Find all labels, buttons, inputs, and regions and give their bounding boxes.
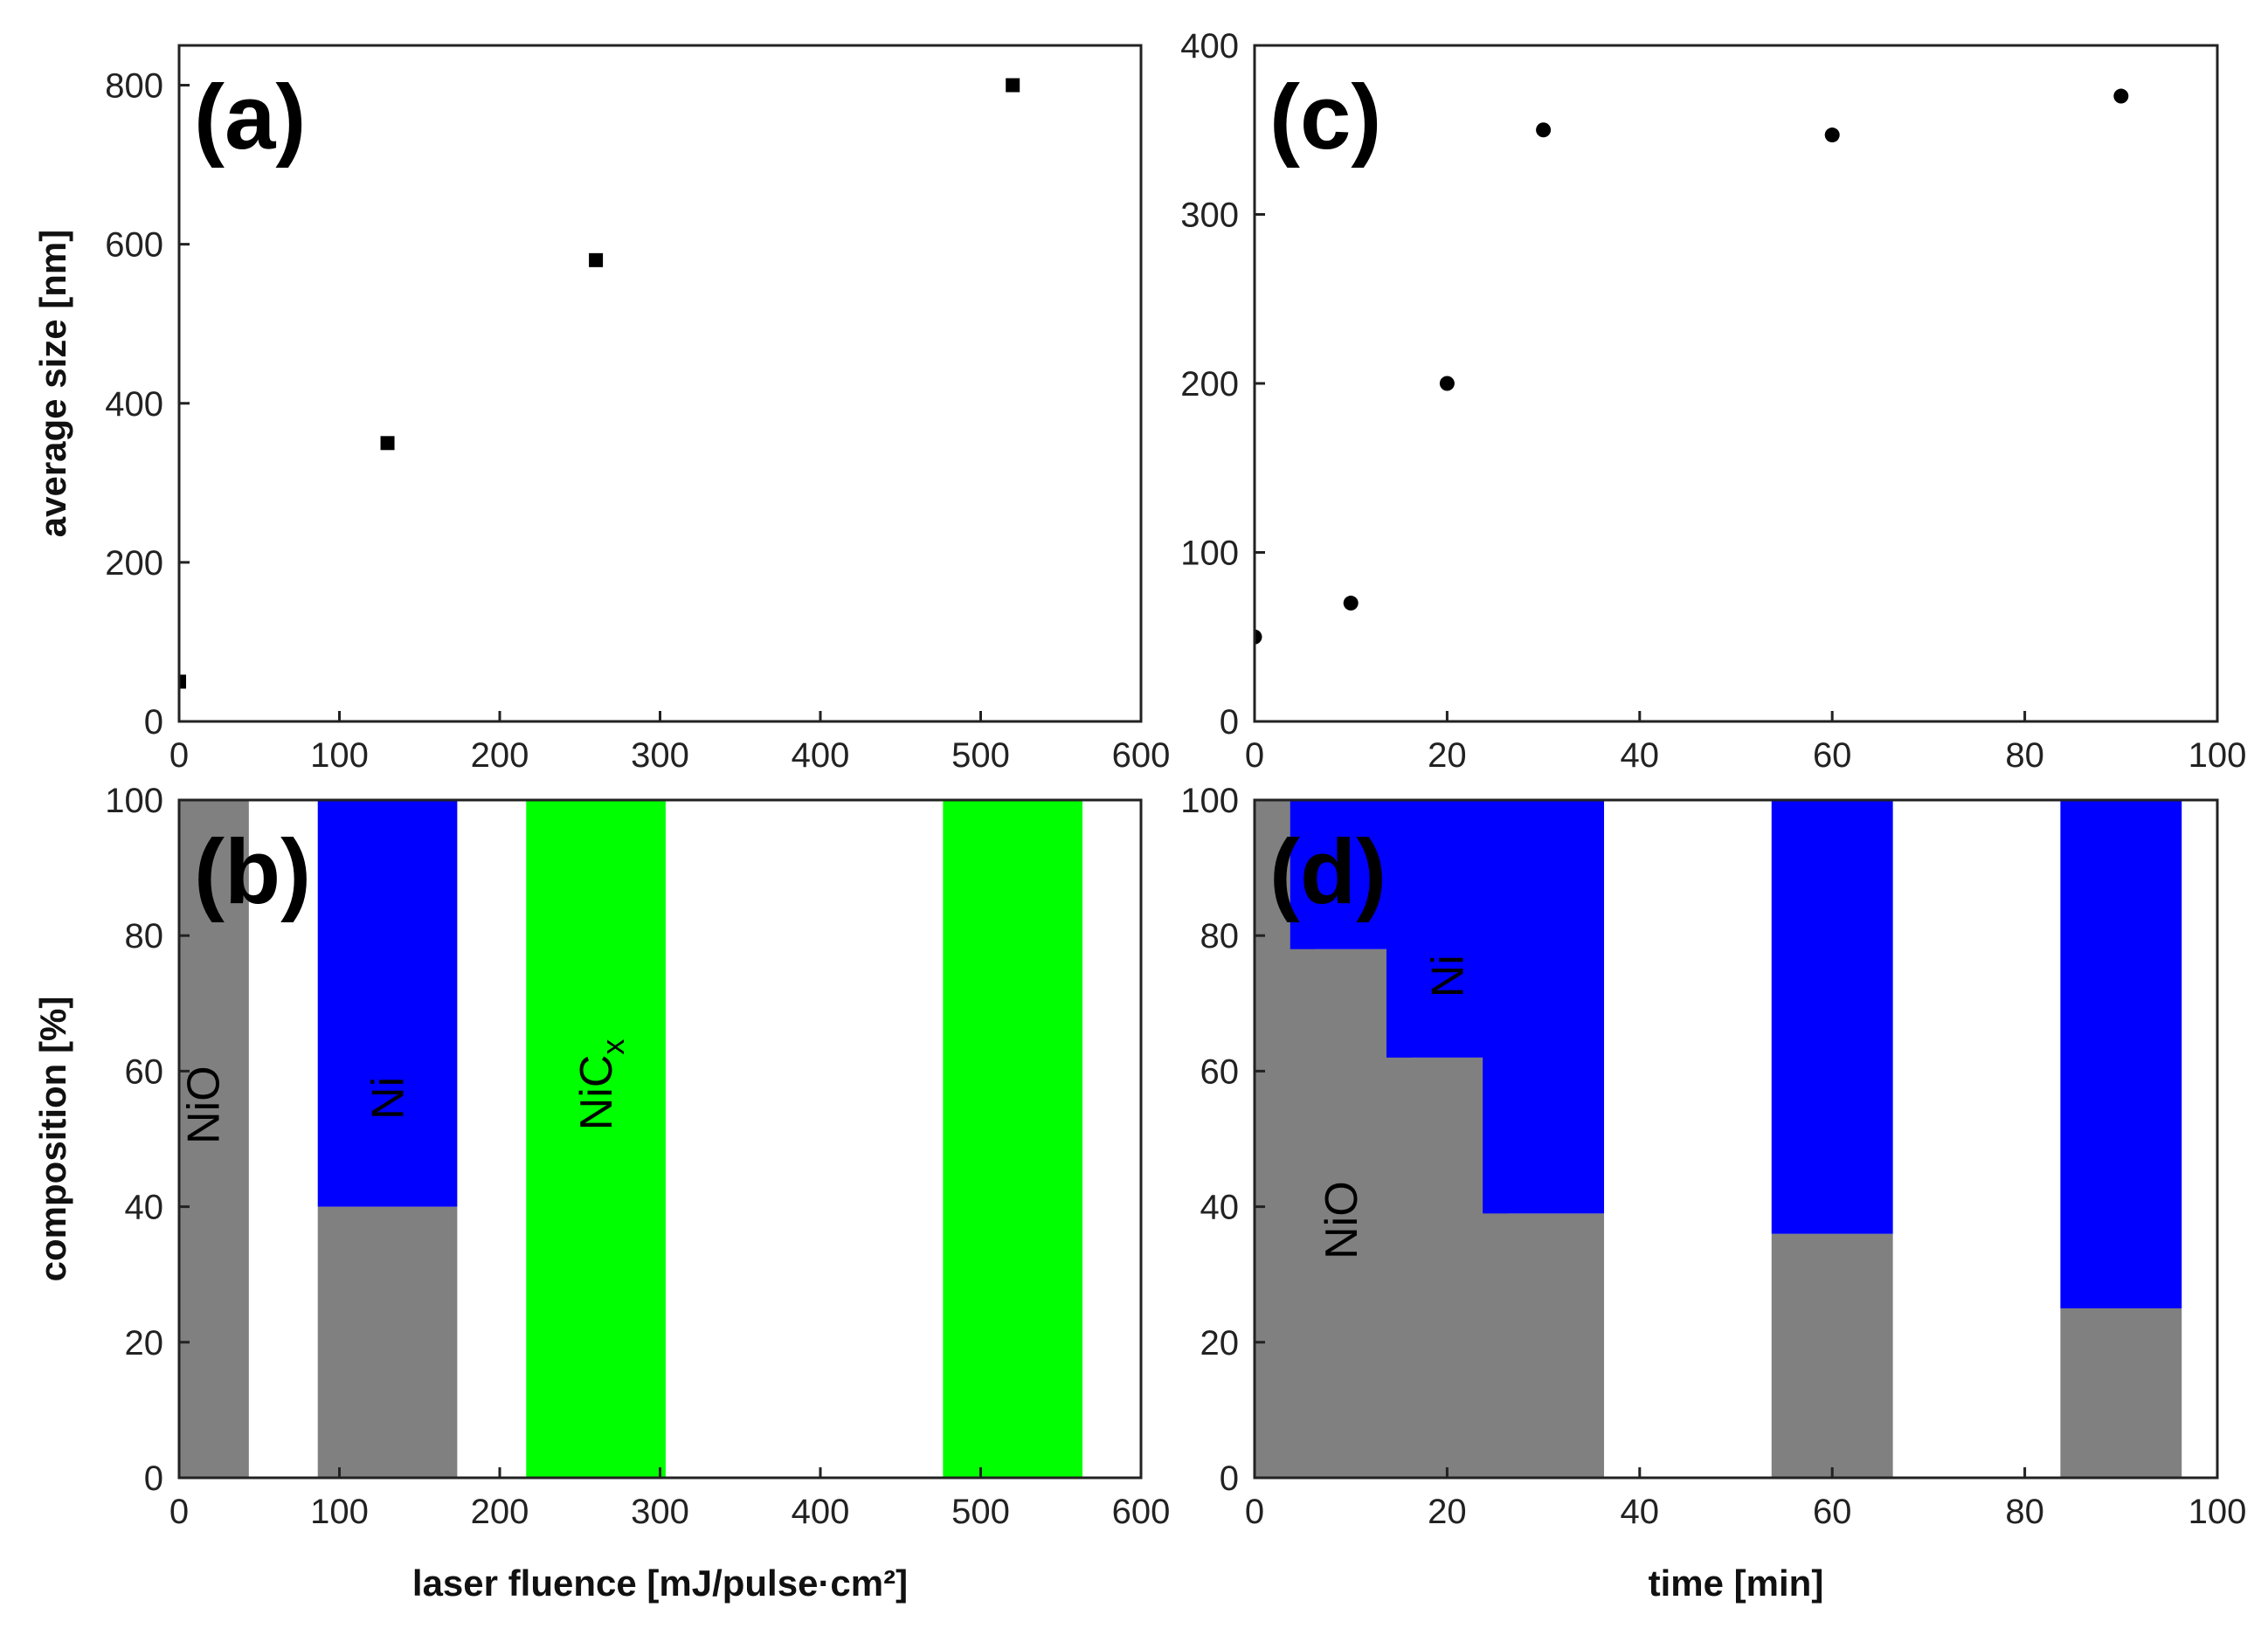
y-tick-label: 0 [1220,703,1239,742]
x-tick-label: 500 [951,736,1010,775]
data-point [1536,122,1552,138]
x-tick-label: 0 [169,1493,189,1531]
x-tick-label: 100 [310,1493,369,1531]
x-tick-label: 300 [631,736,689,775]
data-point [380,436,395,451]
bar-label: NiO [179,1066,230,1144]
y-tick-label: 800 [105,67,163,106]
panel-b: (b) NiO Ni NiCx 0 100 200 300 400 500 600 0 20 40 60 80… [32,782,1170,1604]
x-tick-label: 100 [310,736,369,775]
panel-label: (d) [1269,821,1386,923]
x-tick-label: 400 [792,1493,850,1531]
bar-label-subscript: x [595,1039,631,1055]
y-tick-label: 20 [125,1324,164,1362]
bar-segment-nio [2060,1308,2182,1478]
y-tick-label: 60 [1200,1052,1240,1091]
y-tick-label: 0 [1220,1459,1239,1498]
y-tick-label: 200 [1180,365,1239,404]
panel-label: (b) [194,821,311,923]
data-point [2113,88,2129,104]
x-tick-label: 40 [1621,1493,1660,1531]
bar-segment-ni [2060,800,2182,1308]
bar-segment-nio [179,800,249,1478]
x-tick-label: 100 [2188,736,2247,775]
x-tick-label: 0 [1245,736,1264,775]
y-tick-label: 20 [1200,1324,1240,1362]
data-points [179,78,1020,689]
data-point [1255,629,1262,645]
x-tick-label: 80 [2005,1493,2044,1531]
x-tick-label: 20 [1428,1493,1467,1531]
y-tick-label: 300 [1180,197,1239,235]
panel-label: (c) [1269,66,1381,169]
data-point [1006,78,1020,93]
bar-label-text: NiO [179,1066,230,1144]
bar-segment-nicx [943,800,1083,1478]
y-tick-label: 0 [144,1459,163,1498]
x-axis-label: laser fluence [mJ/pulse·cm²] [412,1563,908,1604]
plot-frame [177,44,1143,723]
data-point [1824,128,1840,143]
bar-label-text: Ni [363,1077,414,1120]
x-tick-label: 0 [1245,1493,1264,1531]
x-tick-label: 20 [1428,736,1467,775]
bar-label-text: Ni [1422,955,1473,997]
x-tick-label: 100 [2188,1493,2247,1531]
plot-frame [1253,44,2219,723]
panel-c: (c) 0 20 40 60 80 100 0 100 200 300 400 [1180,27,2246,775]
bar-segment-ni [1771,800,1893,1234]
panel-a: (a) 0 100 200 300 400 500 600 0 200 400 600 800 avera… [32,44,1171,775]
bar-segment-nio [1483,1213,1605,1478]
bar-label-text: NiO [1317,1181,1367,1259]
bar-label: Ni [363,1077,414,1120]
x-tick-label: 40 [1621,736,1660,775]
y-tick-label: 100 [105,782,163,820]
y-tick-label: 200 [105,544,163,583]
data-point [589,252,604,267]
bar-segment-nicx [526,800,666,1478]
bar-label: Ni [1422,955,1473,997]
bar-segment-nio [1771,1233,1893,1478]
x-tick-label: 0 [169,736,189,775]
x-tick-label: 200 [471,736,529,775]
y-axis-label: composition [%] [32,997,73,1282]
bar-segment-ni [1483,800,1605,1214]
y-tick-label: 40 [1200,1189,1240,1227]
y-tick-label: 0 [144,703,163,742]
x-tick-label: 400 [792,736,850,775]
x-tick-label: 600 [1112,1493,1171,1531]
x-tick-label: 80 [2005,736,2044,775]
x-tick-label: 60 [1813,736,1852,775]
y-tick-label: 80 [125,917,164,955]
y-tick-label: 600 [105,226,163,265]
y-tick-label: 100 [1180,782,1239,820]
y-axis-label: average size [nm] [32,230,73,538]
bar-label: NiO [1317,1181,1367,1259]
data-points [1255,88,2129,645]
bar-segment-nio [317,1206,458,1478]
bar-segment-ni [317,800,458,1207]
x-tick-label: 60 [1813,1493,1852,1531]
x-tick-label: 300 [631,1493,689,1531]
x-axis-label: time [min] [1649,1563,1824,1604]
plot-frame [1253,798,2219,1480]
panel-label: (a) [194,66,306,169]
x-tick-label: 200 [471,1493,529,1531]
y-tick-label: 40 [125,1189,164,1227]
y-tick-label: 400 [105,385,163,424]
data-point [179,674,186,689]
y-tick-label: 100 [1180,535,1239,573]
y-tick-label: 400 [1180,27,1239,66]
x-tick-label: 600 [1112,736,1171,775]
data-point [1439,376,1455,391]
y-tick-label: 80 [1200,917,1240,955]
bar-label-text: NiC [571,1055,622,1131]
bar-label: NiCx [571,1039,631,1131]
y-tick-label: 60 [125,1052,164,1091]
panel-d: (d) NiO Ni 0 20 40 60 80 100 0 20 40 60 80 100 time [mi… [1180,782,2246,1604]
x-tick-label: 500 [951,1493,1010,1531]
data-point [1343,596,1359,611]
